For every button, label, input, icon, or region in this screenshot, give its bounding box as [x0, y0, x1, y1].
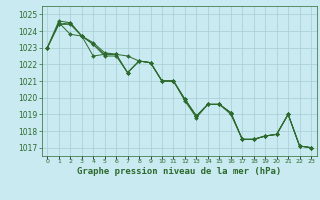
- X-axis label: Graphe pression niveau de la mer (hPa): Graphe pression niveau de la mer (hPa): [77, 167, 281, 176]
